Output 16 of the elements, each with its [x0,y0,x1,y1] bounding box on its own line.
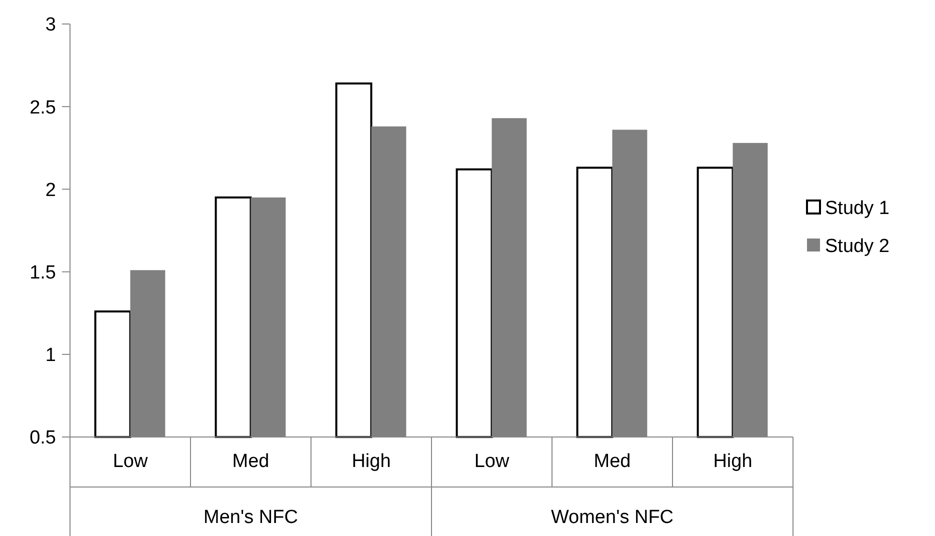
y-tick-label: 0.5 [30,428,56,449]
x-tick-label: Med [232,451,270,472]
legend-label: Study 2 [825,236,890,258]
x-tick-label: Low [474,451,510,472]
x-tick-label: Med [594,451,631,472]
y-tick-label: 1 [45,345,56,366]
text: Men's NFC [204,507,298,528]
text: Women's NFC [550,507,674,528]
x-tick-label: High [352,451,391,472]
y-tick-label: 2 [45,180,56,201]
legend-label: Study 1 [825,198,890,220]
y-tick-label: 1.5 [30,262,56,284]
x-tick-label: Low [112,451,148,472]
x-tick-label: High [713,451,752,472]
y-tick-label: 3 [45,14,56,36]
y-tick-label: 2.5 [30,97,56,118]
